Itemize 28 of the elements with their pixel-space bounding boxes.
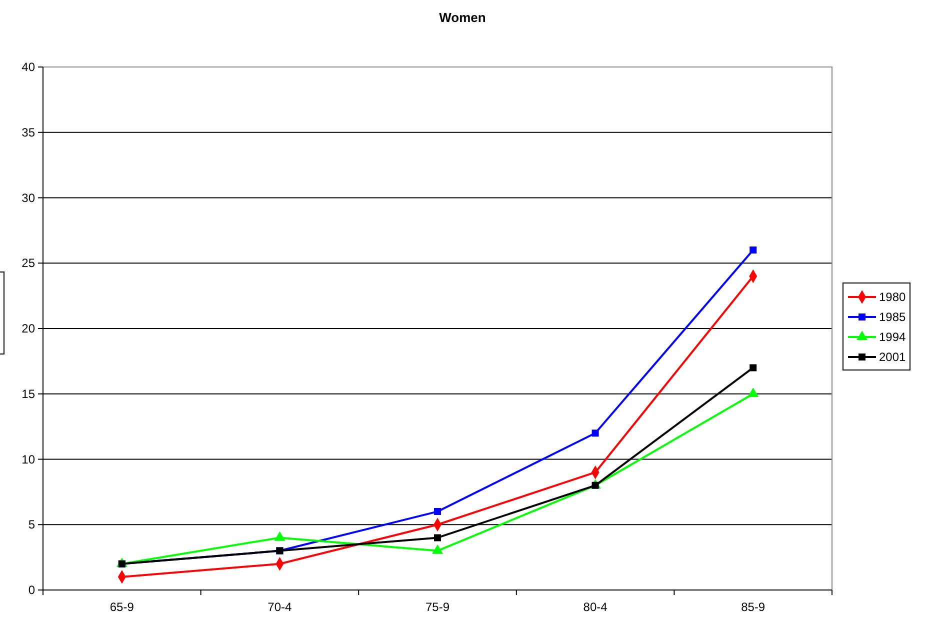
point bbox=[274, 532, 285, 541]
x-tick-label: 70-4 bbox=[268, 600, 292, 614]
point bbox=[434, 534, 441, 542]
y-tick-label: 25 bbox=[22, 256, 36, 270]
legend-label: 1985 bbox=[879, 310, 906, 324]
y-tick-label: 5 bbox=[28, 518, 36, 532]
x-tick-label: 75-9 bbox=[425, 600, 450, 614]
y-tick-label: 40 bbox=[22, 60, 36, 74]
y-tick-label: 0 bbox=[28, 583, 36, 597]
point bbox=[748, 388, 758, 398]
point bbox=[750, 364, 757, 372]
y-tick-label: 10 bbox=[22, 452, 36, 466]
point bbox=[592, 482, 599, 489]
point bbox=[434, 508, 441, 516]
point bbox=[432, 545, 443, 554]
point bbox=[592, 430, 599, 437]
x-tick-label: 80-4 bbox=[583, 600, 608, 614]
y-tick-label: 35 bbox=[22, 125, 36, 140]
y-tick-label: 30 bbox=[22, 190, 36, 205]
x-tick-label: 65-9 bbox=[110, 600, 134, 614]
legend-label: 1994 bbox=[879, 330, 906, 344]
x-tick-label: 85-9 bbox=[741, 600, 766, 614]
point bbox=[750, 246, 757, 254]
chart-title: Women bbox=[439, 10, 486, 25]
legend-label: 2001 bbox=[879, 350, 906, 364]
y-tick-label: 20 bbox=[22, 322, 36, 336]
y-tick-label: 15 bbox=[22, 386, 36, 401]
legend-label: 1980 bbox=[879, 290, 906, 304]
